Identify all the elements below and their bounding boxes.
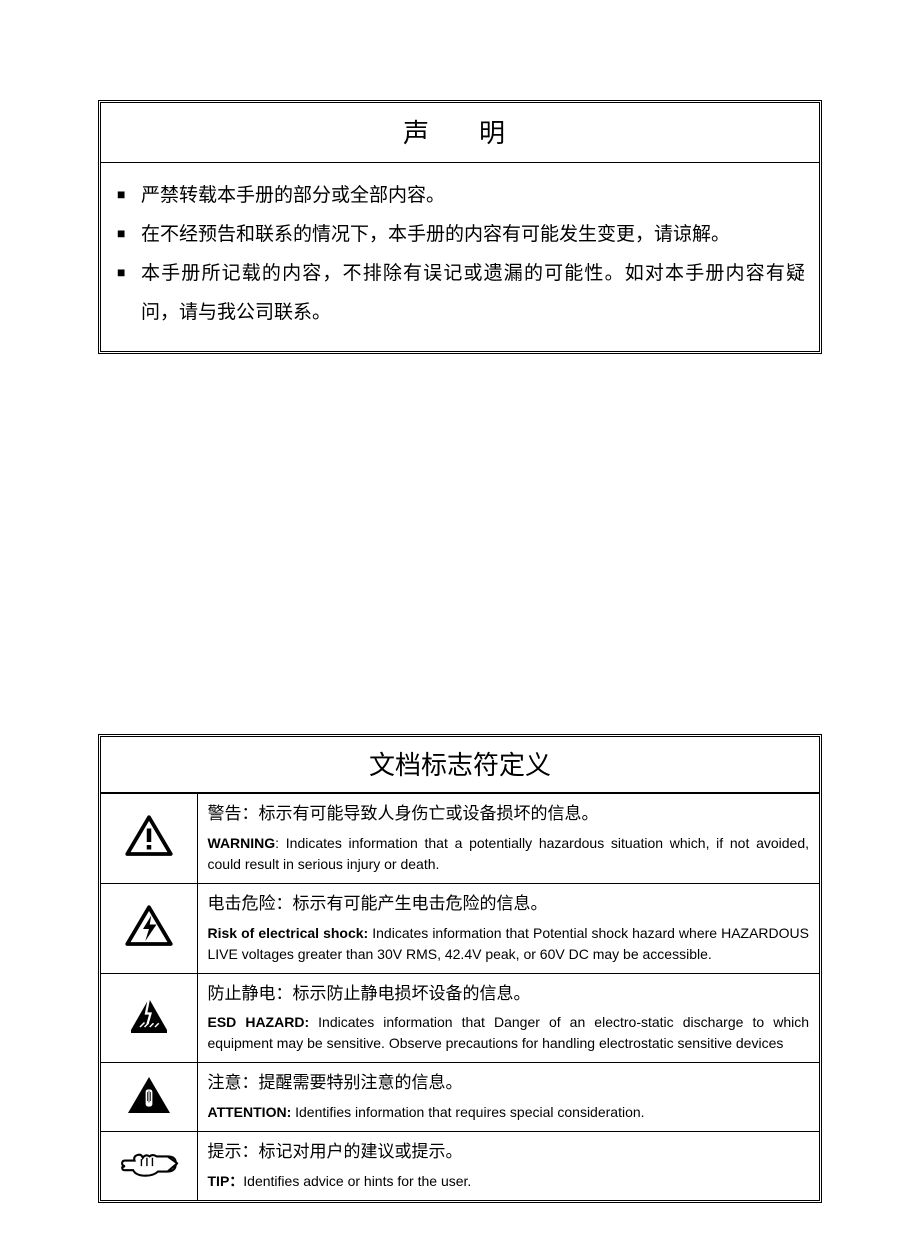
symbol-en: TIP：Identifies advice or hints for the u… — [208, 1171, 810, 1192]
esd-icon — [101, 973, 197, 1063]
symbol-desc: 警告：标示有可能导致人身伤亡或设备损坏的信息。 WARNING: Indicat… — [197, 793, 819, 883]
symbol-desc: 电击危险：标示有可能产生电击危险的信息。 Risk of electrical … — [197, 883, 819, 973]
symbol-desc: 注意：提醒需要特别注意的信息。 ATTENTION: Identifies in… — [197, 1063, 819, 1132]
tip-icon — [101, 1132, 197, 1200]
warning-icon — [101, 793, 197, 883]
symbol-row: 防止静电：标示防止静电损坏设备的信息。 ESD HAZARD: Indicate… — [101, 973, 819, 1063]
document-page: 声 明 严禁转载本手册的部分或全部内容。 在不经预告和联系的情况下，本手册的内容… — [0, 0, 920, 1250]
symbol-desc: 防止静电：标示防止静电损坏设备的信息。 ESD HAZARD: Indicate… — [197, 973, 819, 1063]
symbol-desc: 提示：标记对用户的建议或提示。 TIP：Identifies advice or… — [197, 1132, 819, 1200]
symbol-cn: 电击危险：标示有可能产生电击危险的信息。 — [208, 890, 810, 919]
symbols-table: 警告：标示有可能导致人身伤亡或设备损坏的信息。 WARNING: Indicat… — [101, 793, 819, 1200]
symbol-row: 警告：标示有可能导致人身伤亡或设备损坏的信息。 WARNING: Indicat… — [101, 793, 819, 883]
spacer — [98, 354, 822, 734]
declaration-item: 本手册所记载的内容，不排除有误记或遗漏的可能性。如对本手册内容有疑问，请与我公司… — [115, 255, 805, 333]
declaration-item: 在不经预告和联系的情况下，本手册的内容有可能发生变更，请谅解。 — [115, 216, 805, 255]
declaration-item: 严禁转载本手册的部分或全部内容。 — [115, 177, 805, 216]
attention-icon — [101, 1063, 197, 1132]
symbols-box: 文档标志符定义 警告：标示有可能导致人身伤亡或设备损坏的信息。 WARNING:… — [98, 734, 822, 1203]
symbol-en: Risk of electrical shock: Indicates info… — [208, 923, 810, 965]
declaration-title: 声 明 — [101, 103, 819, 163]
shock-icon — [101, 883, 197, 973]
declaration-box: 声 明 严禁转载本手册的部分或全部内容。 在不经预告和联系的情况下，本手册的内容… — [98, 100, 822, 354]
symbol-cn: 防止静电：标示防止静电损坏设备的信息。 — [208, 980, 810, 1009]
symbol-row: 提示：标记对用户的建议或提示。 TIP：Identifies advice or… — [101, 1132, 819, 1200]
symbol-en: WARNING: Indicates information that a po… — [208, 833, 810, 875]
symbol-cn: 注意：提醒需要特别注意的信息。 — [208, 1069, 810, 1098]
symbol-cn: 警告：标示有可能导致人身伤亡或设备损坏的信息。 — [208, 800, 810, 829]
symbol-row: 电击危险：标示有可能产生电击危险的信息。 Risk of electrical … — [101, 883, 819, 973]
symbol-row: 注意：提醒需要特别注意的信息。 ATTENTION: Identifies in… — [101, 1063, 819, 1132]
symbol-en: ATTENTION: Identifies information that r… — [208, 1102, 810, 1123]
symbols-title: 文档标志符定义 — [101, 737, 819, 793]
declaration-list: 严禁转载本手册的部分或全部内容。 在不经预告和联系的情况下，本手册的内容有可能发… — [101, 163, 819, 351]
symbol-cn: 提示：标记对用户的建议或提示。 — [208, 1138, 810, 1167]
symbol-en: ESD HAZARD: Indicates information that D… — [208, 1012, 810, 1054]
